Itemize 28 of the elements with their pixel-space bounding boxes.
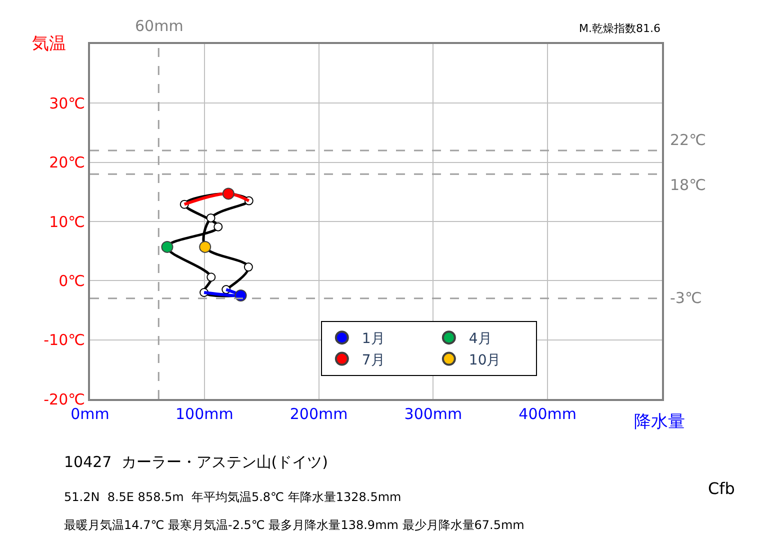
y-tick-label: 30℃	[49, 94, 85, 112]
text: M.乾燥指数81.6	[579, 22, 660, 35]
ref-line-label: 18℃	[670, 176, 706, 194]
point	[244, 262, 253, 272]
point	[206, 272, 216, 282]
ref-line-label: 22℃	[670, 131, 706, 149]
x-axis-title: 降水量	[634, 412, 685, 432]
point	[214, 222, 223, 232]
text: 51.2N 8.5E 858.5m 年平均気温5.8℃ 年降水量1328.5mm	[64, 490, 402, 504]
legend-label: 1月	[362, 331, 385, 348]
y-tick-label: 10℃	[49, 212, 85, 231]
legend-label: 4月	[468, 331, 492, 348]
point	[206, 213, 216, 222]
x-tick-label: 400mm	[518, 405, 577, 423]
ref-line-label: -3℃	[670, 289, 702, 307]
x-tick-label: 300mm	[404, 405, 462, 423]
y-tick-label: 20℃	[49, 154, 85, 172]
legend-label: 7月	[362, 352, 385, 368]
ref-line-label: 60mm	[135, 17, 184, 35]
text: 最暖月気温14.7℃ 最寒月気温-2.5℃ 最多月降水量138.9mm 最少月降水量67.5mm	[64, 518, 524, 532]
text: Cfb	[708, 479, 735, 498]
text: 10427 カーラー・アステン山(ドイツ)	[64, 453, 328, 471]
legend-label: 10月	[468, 352, 501, 368]
y-axis-title: 気温	[32, 34, 66, 54]
x-tick-label: 100mm	[175, 405, 234, 423]
y-tick-label: 0℃	[58, 272, 85, 290]
y-tick-label: -10℃	[44, 331, 85, 350]
x-tick-label: 200mm	[290, 405, 348, 423]
